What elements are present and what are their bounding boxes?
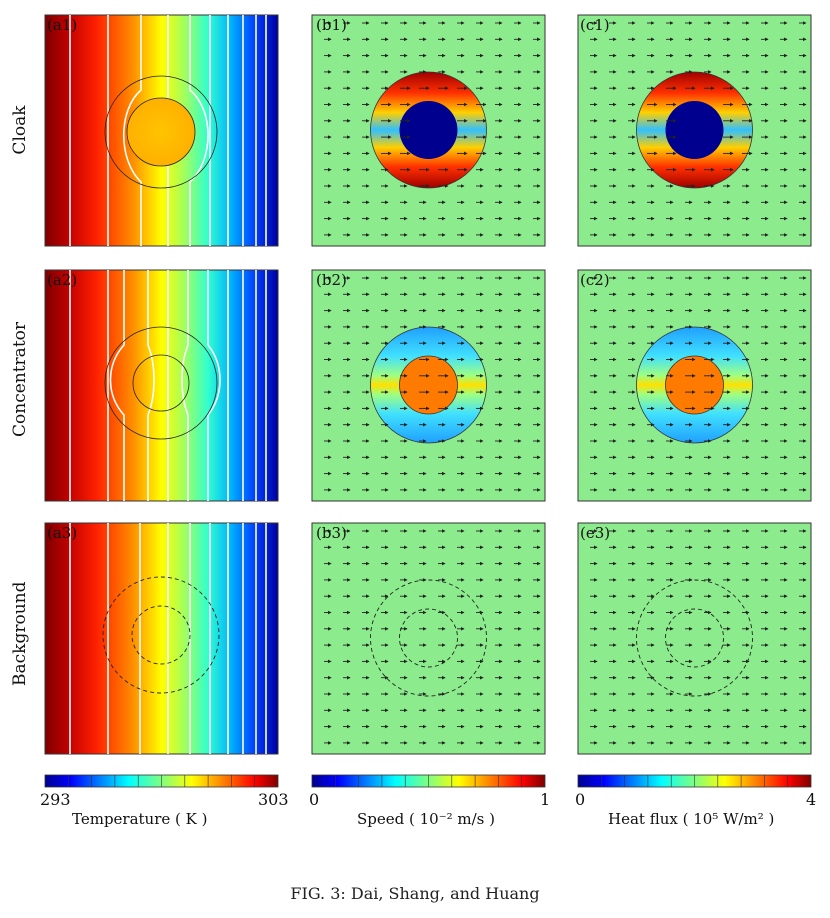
panel-e3: [577, 522, 812, 755]
panel-label-a2: (a2): [47, 271, 77, 289]
panel-label-b1: (b1): [316, 16, 347, 34]
panel-label-c2: (c2): [580, 271, 610, 289]
inner-ring: [665, 608, 724, 668]
concentrator-core: [399, 355, 458, 415]
panel-b3: [311, 522, 546, 755]
row-label-cloak: Cloak: [10, 105, 30, 155]
colorbar-speed-min: 0: [309, 790, 320, 809]
colorbar-temperature-title: Temperature ( K ): [72, 810, 208, 828]
panel-label-b3: (b3): [316, 524, 347, 542]
panel-label-a1: (a1): [47, 16, 77, 34]
panel-b1: [311, 14, 546, 247]
figure-caption: FIG. 3: Dai, Shang, and Huang: [290, 884, 540, 903]
colorbar-heatflux-title: Heat flux ( 10⁵ W/m² ): [608, 810, 775, 828]
panel-label-b2: (b2): [316, 271, 347, 289]
colorbar-temperature-min: 293: [40, 790, 71, 809]
panel-a3: [44, 522, 279, 755]
panel-c2: [577, 269, 812, 502]
colorbar-speed-title: Speed ( 10⁻² m/s ): [357, 810, 496, 828]
colorbar-temperature-max: 303: [258, 790, 289, 809]
colorbar-ticks: [68, 775, 789, 787]
cloak-core: [399, 101, 458, 159]
colorbar-heatflux-max: 4: [806, 790, 817, 809]
row-label-concentrator: Concentrator: [10, 321, 30, 437]
outer-ring: [370, 579, 487, 697]
colorbar-heatflux-min: 0: [575, 790, 586, 809]
panel-a1: [44, 14, 279, 247]
cloak-core: [665, 101, 724, 159]
panel-c1: [577, 14, 812, 247]
colorbar-speed-max: 1: [540, 790, 551, 809]
panel-label-a3: (a3): [47, 524, 77, 542]
panel-label-e3: (e3): [580, 524, 610, 542]
panel-labels: (a1) (b1) (c1) (a2) (b2) (c2) (a3) (b3) …: [47, 16, 610, 542]
inner-ring: [399, 608, 458, 668]
panel-b2: [311, 269, 546, 502]
outer-ring: [636, 579, 753, 697]
panel-a2: [44, 269, 279, 502]
row-label-background: Background: [10, 581, 30, 686]
panel-label-c1: (c1): [580, 16, 610, 34]
concentrator-core: [665, 355, 724, 415]
panels-speed-and-heatflux: [311, 14, 812, 755]
